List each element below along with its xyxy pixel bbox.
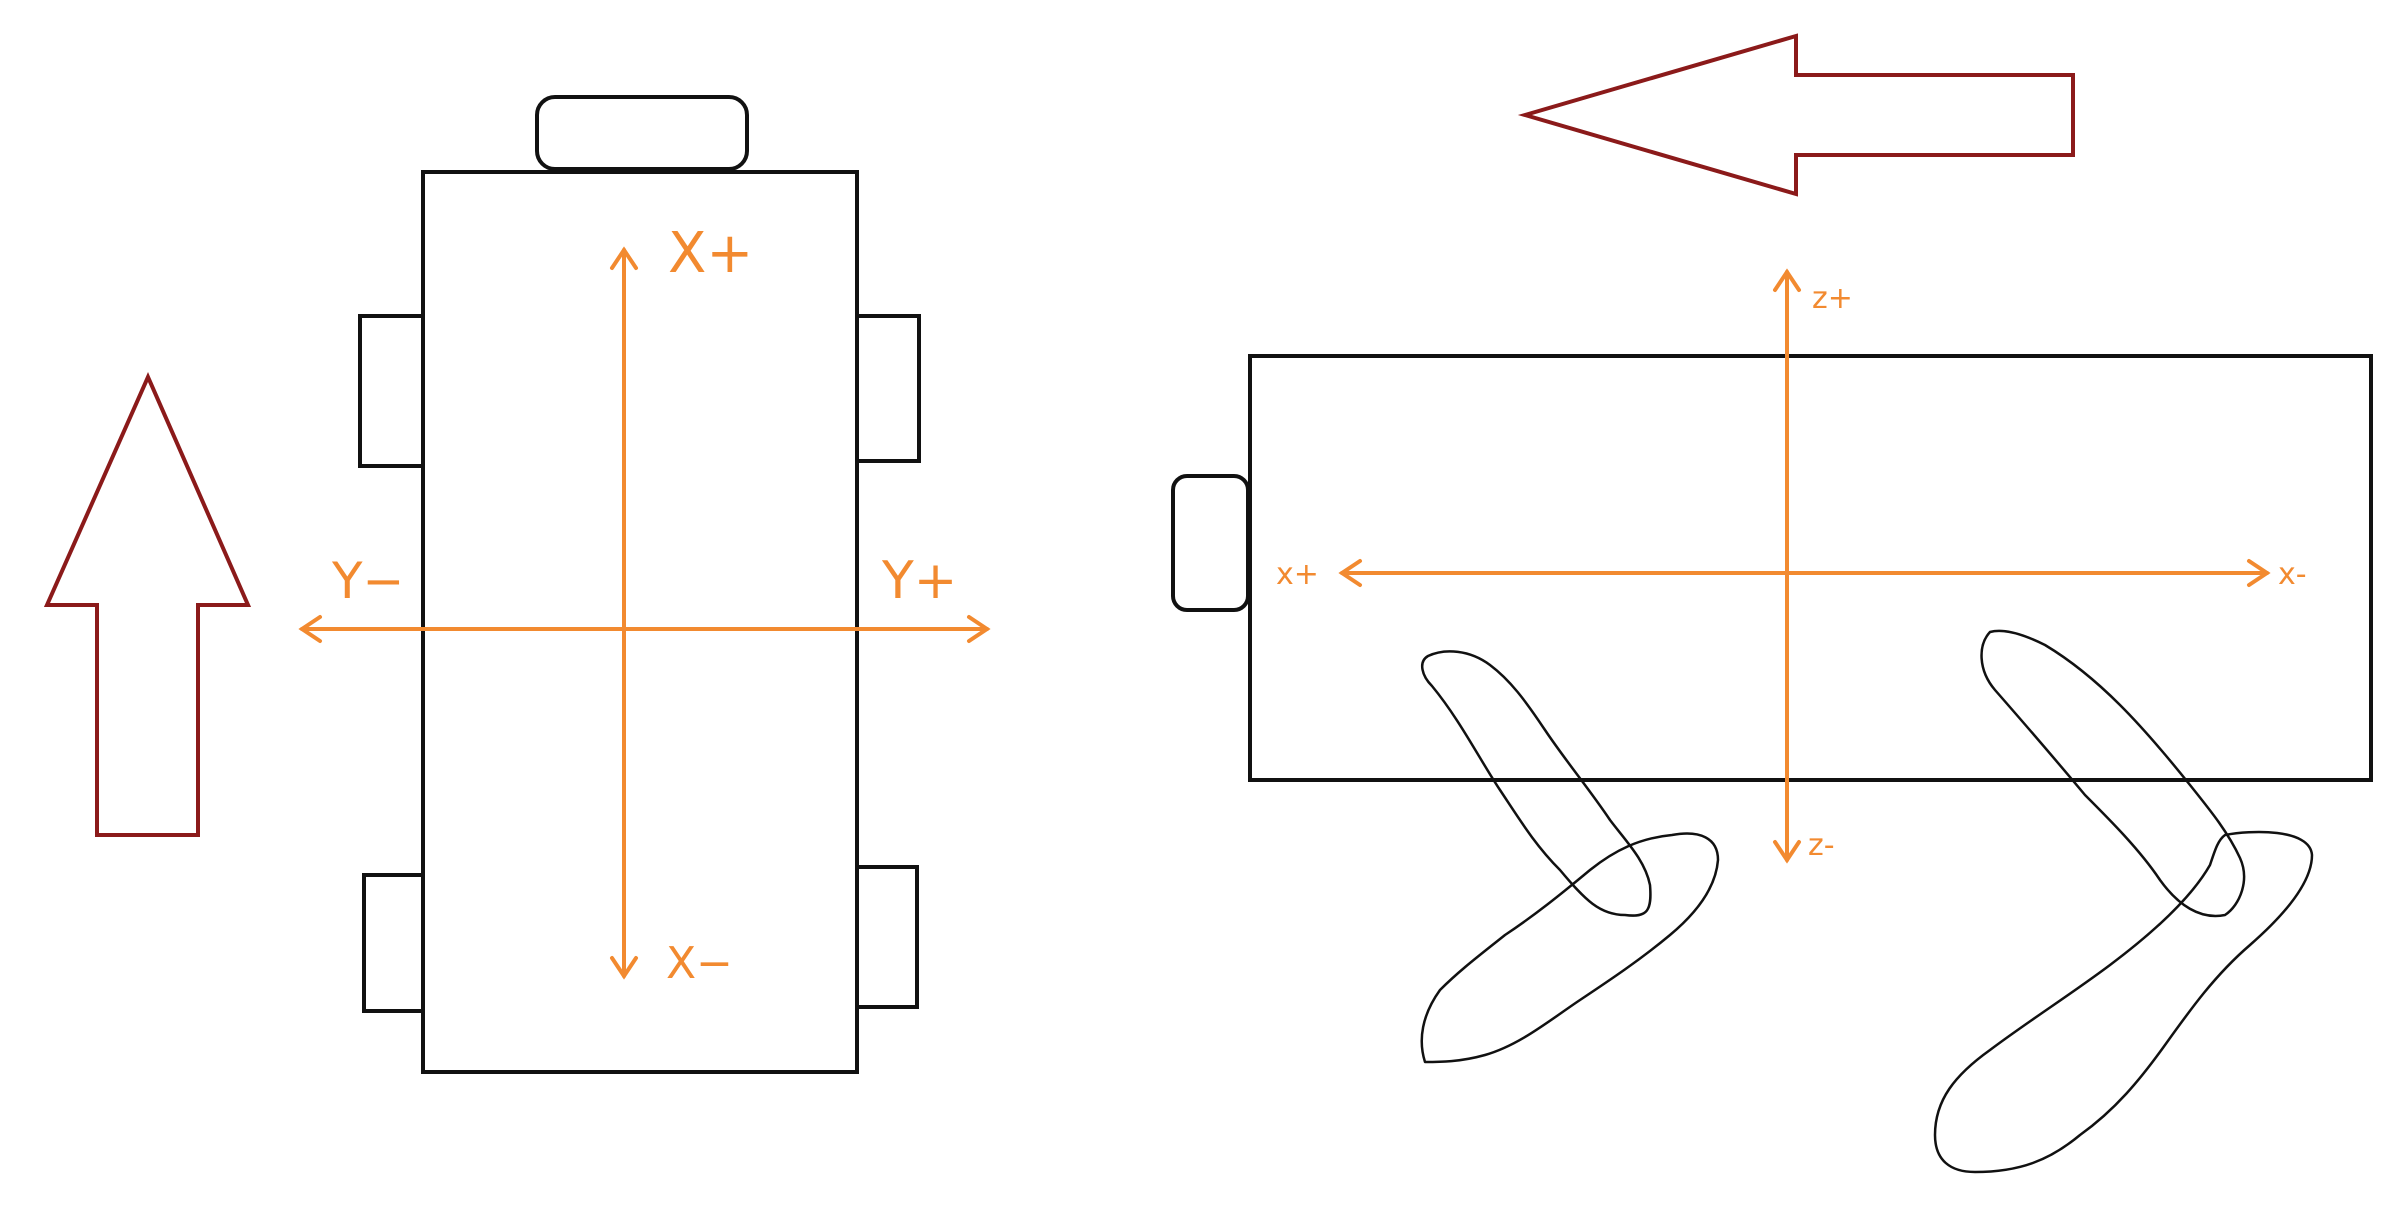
- leg-front: [1420, 650, 1652, 917]
- label-y-minus-top: Y−: [331, 552, 404, 610]
- wheel-rear-right: [855, 865, 919, 1009]
- label-x-minus-side: x-: [2278, 557, 2307, 592]
- y-axis-left-arrowhead: [298, 615, 322, 643]
- forward-arrow-up: [43, 372, 252, 837]
- leg-rear: [1980, 629, 2246, 918]
- front-bumper: [535, 95, 749, 171]
- wheel-front-right: [855, 314, 921, 463]
- y-axis-right-arrowhead: [967, 615, 991, 643]
- robot-body-side: [1248, 354, 2373, 782]
- leg-front-lower: [1420, 832, 1720, 1064]
- label-x-minus-top: X−: [666, 938, 733, 989]
- x-axis-top-arrowhead: [610, 246, 638, 270]
- x-axis-bottom-arrowhead: [610, 956, 638, 980]
- robot-body-top: [421, 170, 859, 1074]
- z-axis-top-arrowhead: [1773, 268, 1801, 292]
- label-x-plus-top: X+: [668, 221, 753, 286]
- wheel-rear-left: [362, 873, 425, 1013]
- wheel-front-left: [358, 314, 425, 468]
- top-view: X+ X− Y− Y+: [43, 95, 991, 1074]
- forward-arrow-left: [1517, 33, 2075, 197]
- z-axis-bottom-arrowhead: [1773, 840, 1801, 864]
- label-y-plus-top: Y+: [881, 551, 957, 611]
- side-view: z+ z- x+ x-: [1171, 33, 2373, 1174]
- label-z-minus-side: z-: [1808, 828, 1835, 863]
- leg-rear-lower: [1933, 830, 2314, 1174]
- label-z-plus-side: z+: [1812, 281, 1853, 316]
- label-x-plus-side: x+: [1276, 557, 1319, 592]
- x-axis-side-right-arrowhead: [2247, 559, 2271, 587]
- x-axis-side-left-arrowhead: [1338, 559, 1362, 587]
- front-bumper-side: [1171, 474, 1250, 612]
